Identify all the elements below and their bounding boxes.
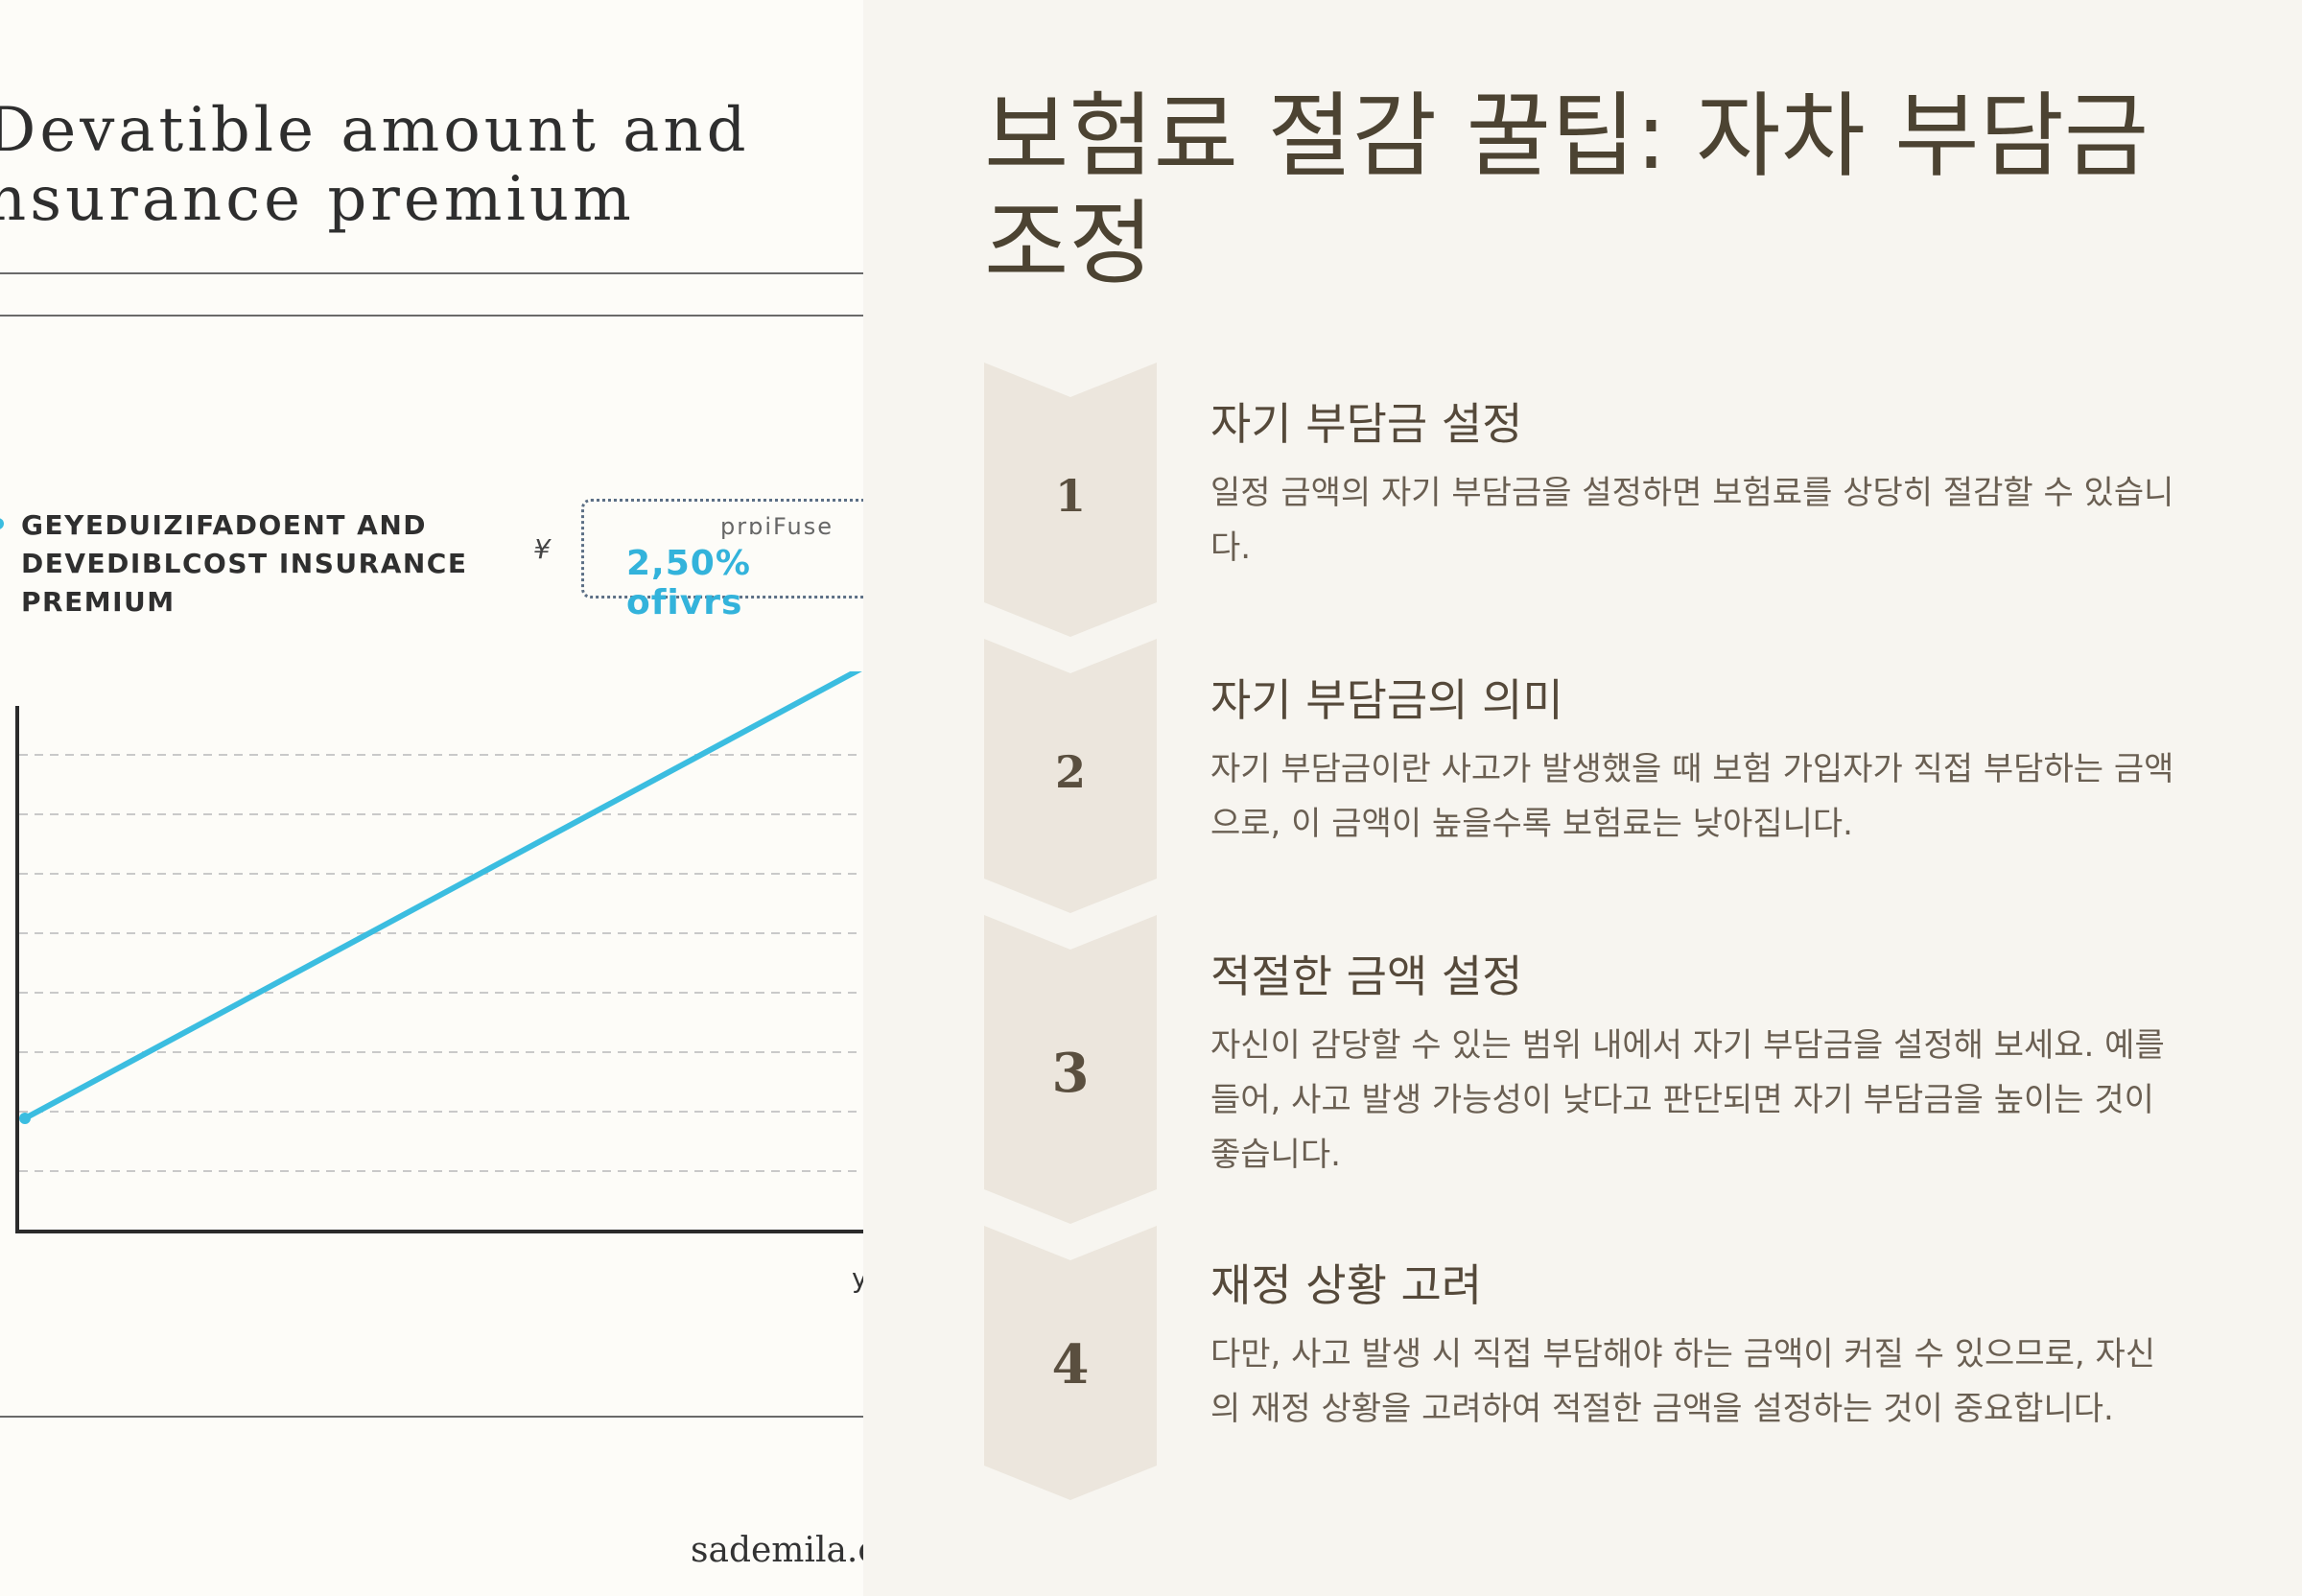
step-description-4: 다만, 사고 발생 시 직접 부담해야 하는 금액이 커질 수 있으므로, 자신… — [1210, 1335, 2156, 1428]
step-title-2: 자기 부담금의 의미 — [1210, 674, 1563, 726]
step-title-3: 적절한 금액 설정 — [1210, 951, 1523, 1002]
page-title: 보험료 절감 꿀팁: 자차 부담금 조정 — [984, 82, 2149, 297]
legend-label: GEYEDUIZIFADOENT AND DEVEDIBLCOST INSURA… — [21, 509, 468, 618]
image-credit: sademila.c — [691, 1531, 863, 1570]
gridlines — [19, 754, 863, 1172]
step-chevron-2 — [984, 639, 1157, 913]
step-chevron-3 — [984, 915, 1157, 1224]
step-chevron-4 — [984, 1226, 1157, 1500]
step-chevron-1 — [984, 363, 1157, 637]
badge-caption: prɒiFuse — [720, 513, 834, 540]
step-description-3: 자신이 감당할 수 있는 범위 내에서 자기 부담금을 설정해 보세요. 예를 … — [1210, 1026, 2165, 1174]
step-description-2: 자기 부담금이란 사고가 발생했을 때 보험 가입자가 직접 부담하는 금액으로… — [1210, 750, 2174, 843]
badge-value: 2,50% ofivrs — [626, 544, 751, 622]
step-description-1: 일정 금액의 자기 부담금을 설정하면 보험료를 상당히 절감할 수 있습니다. — [1210, 474, 2174, 567]
trend-line-start-point — [19, 1113, 31, 1124]
image-rule-top — [0, 272, 863, 274]
line-chart — [15, 671, 863, 1233]
step-number-4: 4 — [1051, 1333, 1090, 1396]
legend-dot — [0, 518, 4, 529]
step-title-4: 재정 상황 고려 — [1210, 1259, 1483, 1311]
image-title: Devatible amount and nsurance premium — [0, 95, 750, 235]
yen-icon: ¥ — [533, 533, 551, 565]
axis-label-fragment: y — [852, 1262, 863, 1294]
image-rule-bottom — [0, 1416, 863, 1418]
step-title-1: 자기 부담금 설정 — [1210, 398, 1523, 450]
rate-badge: prɒiFuse 2,50% ofivrs — [581, 499, 863, 622]
illustration-image: Devatible amount and nsurance premium GE… — [0, 0, 863, 1596]
step-number-1: 1 — [1054, 470, 1086, 522]
trend-line — [23, 671, 862, 1121]
step-number-2: 2 — [1054, 746, 1086, 798]
step-number-3: 3 — [1051, 1042, 1090, 1105]
image-rule-second — [0, 315, 863, 317]
